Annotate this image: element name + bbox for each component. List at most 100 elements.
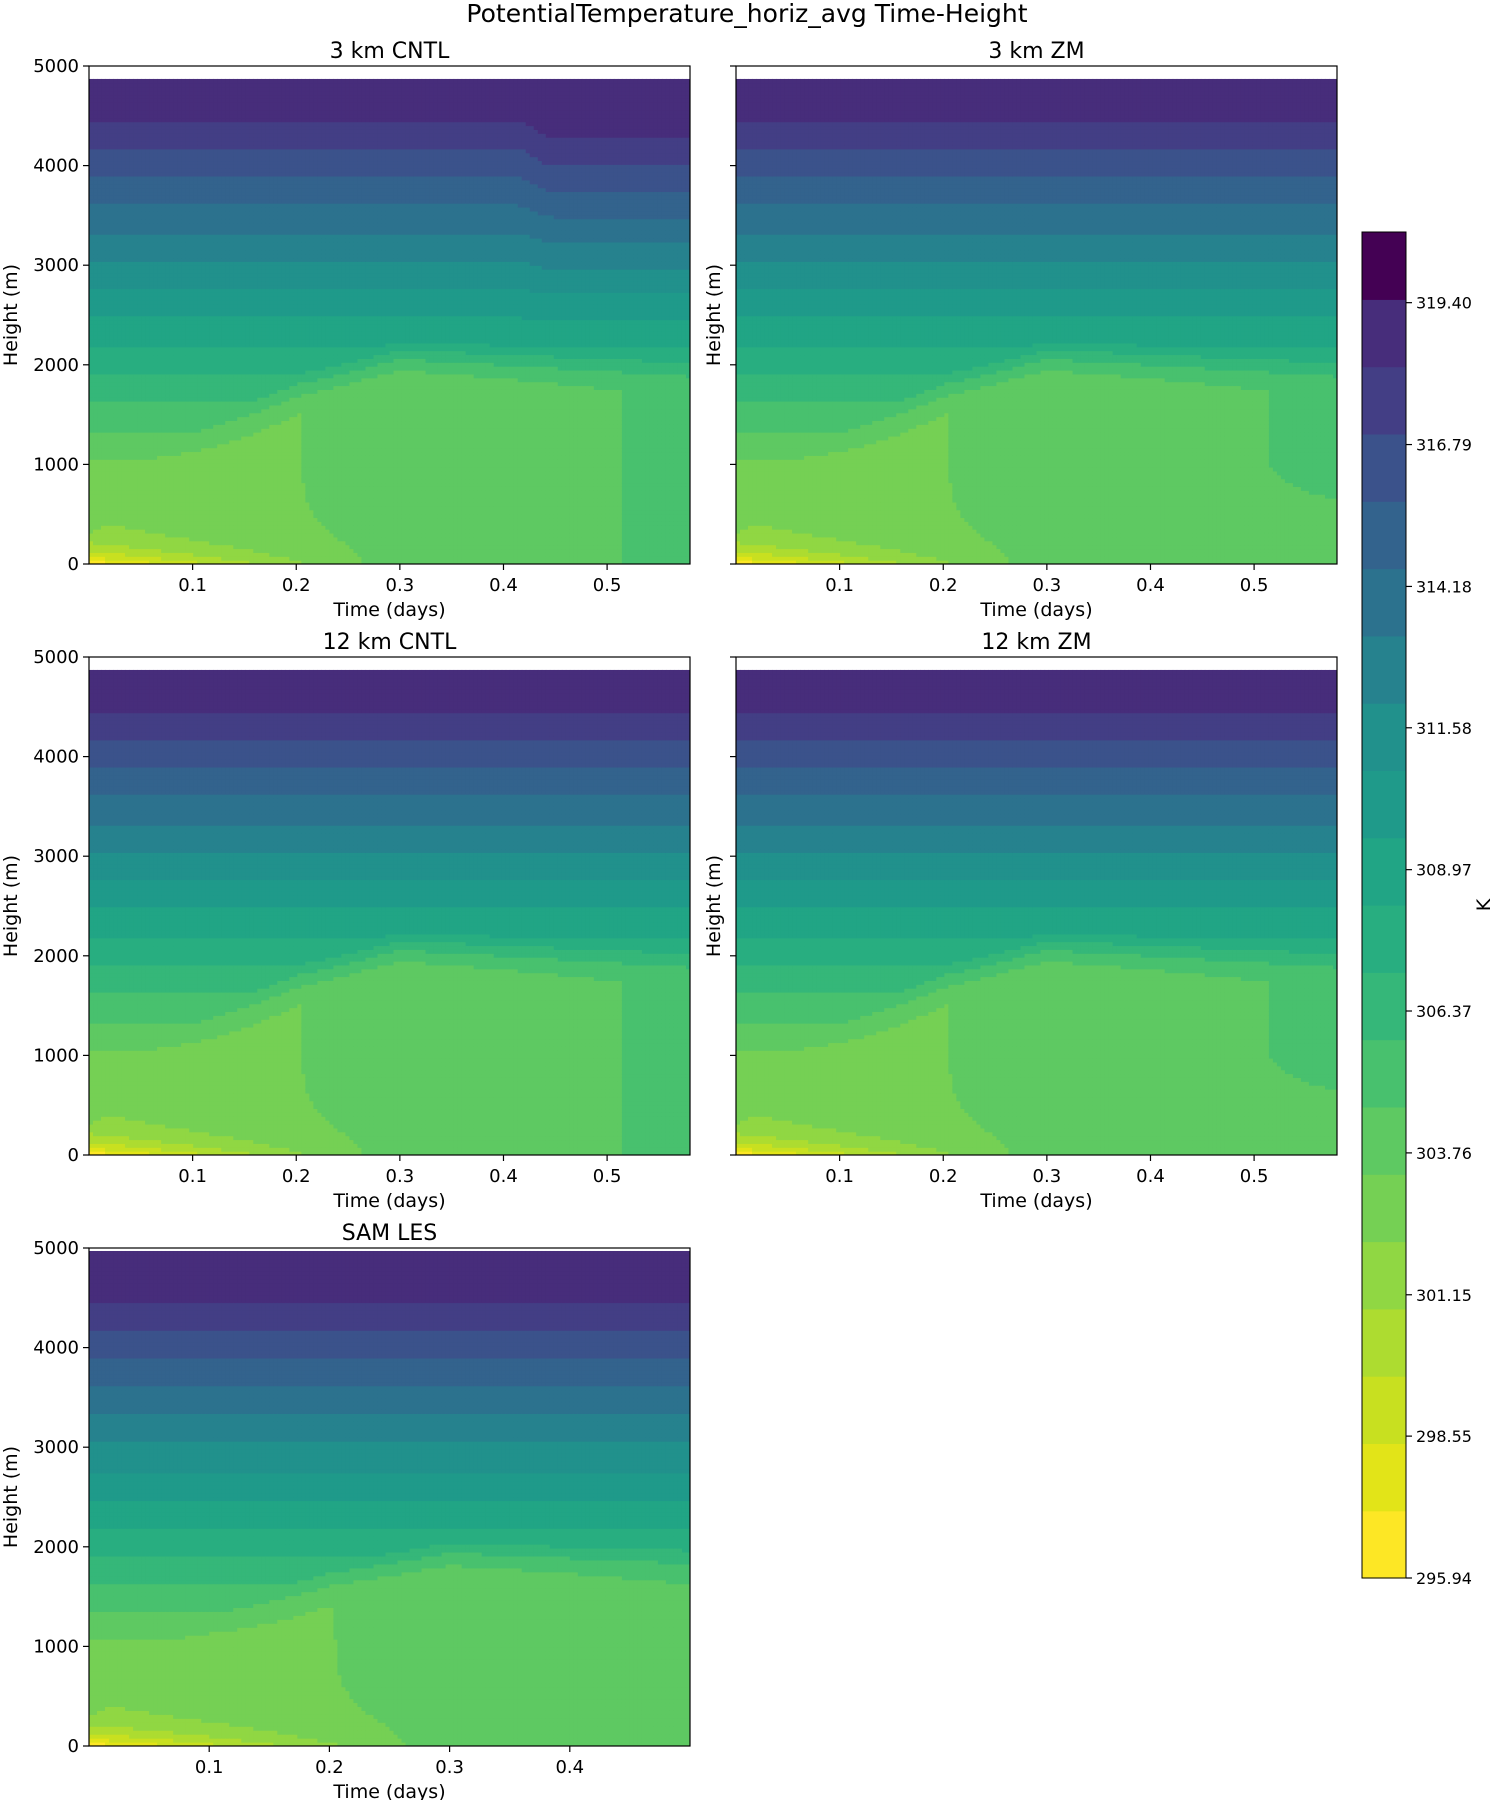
contour-cell <box>181 188 186 192</box>
contour-cell <box>141 405 146 409</box>
contour-cell <box>89 180 94 184</box>
contour-cell <box>89 537 94 541</box>
contour-cell <box>133 343 138 347</box>
contour-cell <box>181 238 186 242</box>
contour-cell <box>245 393 250 397</box>
contour-cell <box>181 525 186 529</box>
contour-cell <box>149 533 154 537</box>
contour-cell <box>177 556 182 560</box>
contour-cell <box>229 246 234 250</box>
contour-cell <box>101 389 106 393</box>
contour-cell <box>93 164 98 168</box>
contour-cell <box>129 226 134 230</box>
contour-cell <box>233 300 238 304</box>
contour-cell <box>157 444 162 448</box>
contour-cell <box>233 374 238 378</box>
contour-cell <box>97 451 102 455</box>
contour-cell <box>105 87 110 91</box>
contour-cell <box>169 486 174 490</box>
contour-cell <box>133 234 138 238</box>
contour-cell <box>97 230 102 234</box>
contour-cell <box>141 281 146 285</box>
contour-cell <box>169 153 174 157</box>
contour-cell <box>165 335 170 339</box>
contour-cell <box>173 541 178 545</box>
contour-cell <box>149 285 154 289</box>
contour-cell <box>113 444 118 448</box>
contour-cell <box>205 191 210 195</box>
contour-cell <box>177 417 182 421</box>
contour-cell <box>185 285 190 289</box>
contour-cell <box>201 91 206 95</box>
contour-cell <box>245 219 250 223</box>
contour-cell <box>89 257 94 261</box>
contour-cell <box>237 448 242 452</box>
contour-cell <box>157 463 162 467</box>
contour-cell <box>97 335 102 339</box>
contour-cell <box>209 250 214 254</box>
contour-cell <box>117 510 122 514</box>
contour-cell <box>133 548 138 552</box>
contour-cell <box>93 316 98 320</box>
contour-cell <box>237 137 242 141</box>
contour-cell <box>117 440 122 444</box>
contour-cell <box>145 98 150 102</box>
contour-cell <box>165 525 170 529</box>
contour-cell <box>141 510 146 514</box>
contour-cell <box>197 354 202 358</box>
contour-cell <box>217 234 222 238</box>
contour-cell <box>97 145 102 149</box>
contour-cell <box>145 354 150 358</box>
contour-cell <box>169 122 174 126</box>
contour-cell <box>245 102 250 106</box>
contour-cell <box>149 548 154 552</box>
contour-cell <box>157 257 162 261</box>
contour-cell <box>241 226 246 230</box>
contour-cell <box>165 417 170 421</box>
contour-cell <box>161 316 166 320</box>
contour-cell <box>197 347 202 351</box>
contour-cell <box>121 521 126 525</box>
contour-cell <box>157 254 162 258</box>
contour-cell <box>113 354 118 358</box>
contour-cell <box>209 510 214 514</box>
contour-cell <box>237 455 242 459</box>
contour-cell <box>121 393 126 397</box>
contour-cell <box>197 413 202 417</box>
contour-cell <box>113 327 118 331</box>
contour-cell <box>209 525 214 529</box>
contour-cell <box>169 304 174 308</box>
contour-cell <box>141 133 146 137</box>
contour-cell <box>217 358 222 362</box>
contour-cell <box>113 490 118 494</box>
contour-cell <box>89 129 94 133</box>
contour-cell <box>213 521 218 525</box>
contour-cell <box>89 471 94 475</box>
contour-cell <box>141 362 146 366</box>
contour-cell <box>93 432 98 436</box>
contour-cell <box>201 444 206 448</box>
contour-cell <box>201 343 206 347</box>
contour-cell <box>133 191 138 195</box>
contour-cell <box>101 498 106 502</box>
contour-cell <box>177 250 182 254</box>
contour-cell <box>165 494 170 498</box>
contour-cell <box>221 506 226 510</box>
contour-cell <box>109 494 114 498</box>
contour-cell <box>109 440 114 444</box>
contour-cell <box>229 184 234 188</box>
contour-cell <box>185 448 190 452</box>
contour-cell <box>185 133 190 137</box>
contour-cell <box>133 172 138 176</box>
contour-cell <box>113 219 118 223</box>
contour-cell <box>217 230 222 234</box>
contour-cell <box>109 98 114 102</box>
contour-cell <box>189 541 194 545</box>
contour-cell <box>201 219 206 223</box>
contour-cell <box>201 188 206 192</box>
contour-cell <box>237 223 242 227</box>
contour-cell <box>245 510 250 514</box>
contour-cell <box>109 157 114 161</box>
contour-cell <box>129 277 134 281</box>
contour-cell <box>109 397 114 401</box>
